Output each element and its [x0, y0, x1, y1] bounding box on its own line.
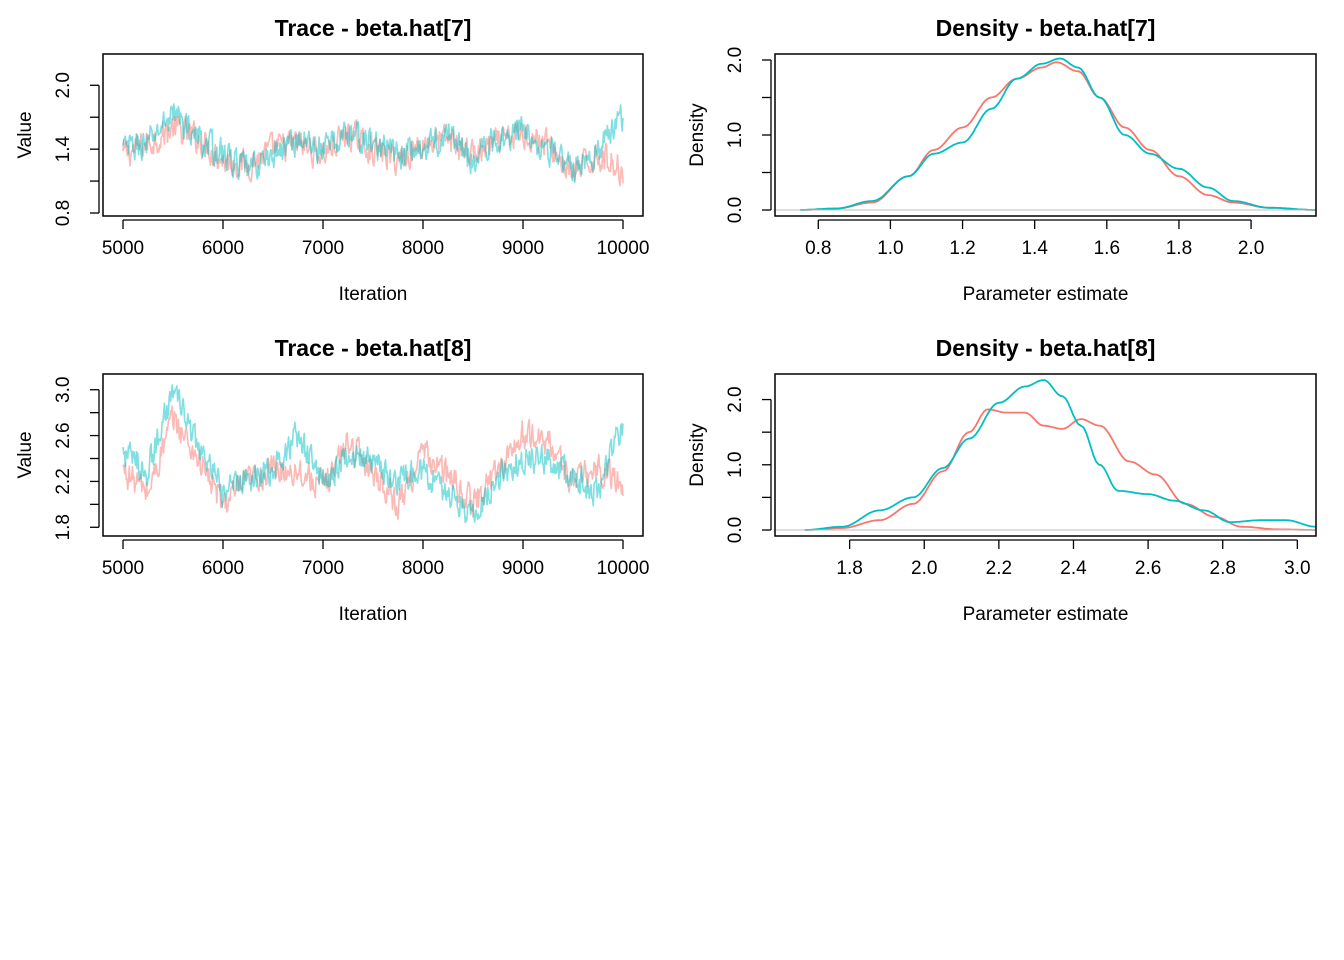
x-tick-label: 9000: [502, 238, 544, 259]
x-tick-label: 10000: [597, 238, 650, 259]
trace-line-chain-2: [122, 103, 624, 183]
density-line-chain-2: [800, 57, 1316, 211]
x-tick-label: 5000: [102, 558, 144, 579]
x-tick-label: 9000: [502, 558, 544, 579]
x-tick-label: 7000: [302, 238, 344, 259]
y-tick-label: 3.0: [53, 377, 74, 403]
x-tick-label: 2.8: [1210, 558, 1236, 579]
y-tick-label: 1.0: [725, 122, 746, 148]
y-tick-label: 0.0: [725, 517, 746, 543]
plot-frame: [102, 373, 644, 537]
y-axis-label: Value: [15, 111, 36, 158]
y-axis-label: Density: [687, 103, 708, 167]
x-tick-label: 2.2: [986, 558, 1012, 579]
density-line-chain-1: [804, 408, 1316, 531]
series-group: [804, 379, 1317, 531]
x-tick-label: 6000: [202, 558, 244, 579]
y-tick-label: 0.8: [53, 200, 74, 226]
x-tick-label: 8000: [402, 238, 444, 259]
chart-panel-1: Trace - beta.hat[7] Iteration Value 5000 600…: [15, 15, 649, 305]
x-axis-label: Iteration: [339, 284, 408, 305]
x-tick-label: 2.0: [1238, 238, 1264, 259]
x-axis-label: Iteration: [339, 604, 408, 625]
x-tick-label: 1.4: [1021, 238, 1048, 259]
x-tick-label: 2.6: [1135, 558, 1161, 579]
plot-frame: [102, 53, 644, 217]
trace-line-chain-1: [122, 115, 624, 187]
series-group: [800, 57, 1316, 211]
chart-title: Density - beta.hat[7]: [936, 15, 1156, 41]
x-tick-label: 0.8: [805, 238, 831, 259]
y-tick-label: 2.0: [725, 47, 746, 73]
x-tick-label: 2.4: [1060, 558, 1087, 579]
x-tick-label: 10000: [597, 558, 650, 579]
y-tick-label: 1.0: [725, 452, 746, 478]
y-tick-label: 0.0: [725, 197, 746, 223]
x-tick-label: 5000: [102, 238, 144, 259]
y-tick-label: 2.0: [53, 72, 74, 98]
trace-line-chain-2: [122, 384, 624, 524]
plot-frame: [774, 53, 1317, 217]
plot-frame: [774, 373, 1317, 537]
chart-panel-2: Density - beta.hat[7] Parameter estimate D…: [687, 15, 1317, 305]
y-tick-label: 2.2: [53, 468, 74, 494]
y-tick-label: 2.0: [725, 386, 746, 412]
chart-panel-4: Density - beta.hat[8] Parameter estimate D…: [687, 335, 1317, 625]
x-tick-label: 7000: [302, 558, 344, 579]
y-tick-label: 2.6: [53, 422, 74, 448]
x-tick-label: 3.0: [1284, 558, 1310, 579]
x-axis-label: Parameter estimate: [963, 284, 1129, 305]
series-group: [122, 103, 624, 187]
y-axis-label: Value: [15, 431, 36, 478]
chart-title: Density - beta.hat[8]: [936, 335, 1156, 361]
x-tick-label: 8000: [402, 558, 444, 579]
x-tick-label: 1.8: [836, 558, 862, 579]
x-tick-label: 1.8: [1166, 238, 1192, 259]
x-axis-label: Parameter estimate: [963, 604, 1129, 625]
x-tick-label: 1.2: [949, 238, 975, 259]
chart-title: Trace - beta.hat[7]: [275, 15, 472, 41]
x-tick-label: 1.0: [877, 238, 903, 259]
series-group: [122, 384, 624, 524]
x-tick-label: 1.6: [1094, 238, 1120, 259]
chart-panel-3: Trace - beta.hat[8] Iteration Value 5000 600…: [15, 335, 649, 625]
x-tick-label: 6000: [202, 238, 244, 259]
y-axis-label: Density: [687, 423, 708, 487]
y-tick-label: 1.8: [53, 514, 74, 540]
x-tick-label: 2.0: [911, 558, 937, 579]
y-tick-label: 1.4: [53, 136, 74, 163]
chart-title: Trace - beta.hat[8]: [275, 335, 472, 361]
trace-line-chain-1: [122, 405, 624, 520]
density-line-chain-2: [804, 379, 1317, 531]
